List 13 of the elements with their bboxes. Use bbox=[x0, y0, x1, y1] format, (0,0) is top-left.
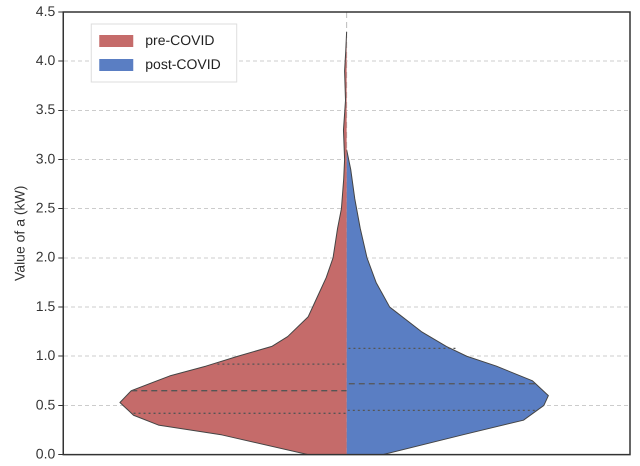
y-tick-label: 2.0 bbox=[36, 248, 56, 265]
y-axis-title: Value of a (kW) bbox=[11, 186, 28, 282]
y-tick-label: 2.5 bbox=[36, 200, 56, 216]
legend-label: pre-COVID bbox=[145, 32, 214, 48]
y-tick-label: 4.5 bbox=[36, 2, 56, 19]
y-tick-label: 3.5 bbox=[36, 101, 56, 118]
y-tick-label: 0.0 bbox=[36, 445, 56, 462]
y-tick-label: 0.5 bbox=[36, 396, 56, 412]
y-tick-label: 3.0 bbox=[36, 150, 56, 166]
y-tick-label: 1.5 bbox=[36, 298, 56, 314]
legend-label: post-COVID bbox=[145, 56, 221, 72]
y-tick-label: 4.0 bbox=[36, 52, 56, 68]
y-tick-label: 1.0 bbox=[36, 347, 56, 364]
